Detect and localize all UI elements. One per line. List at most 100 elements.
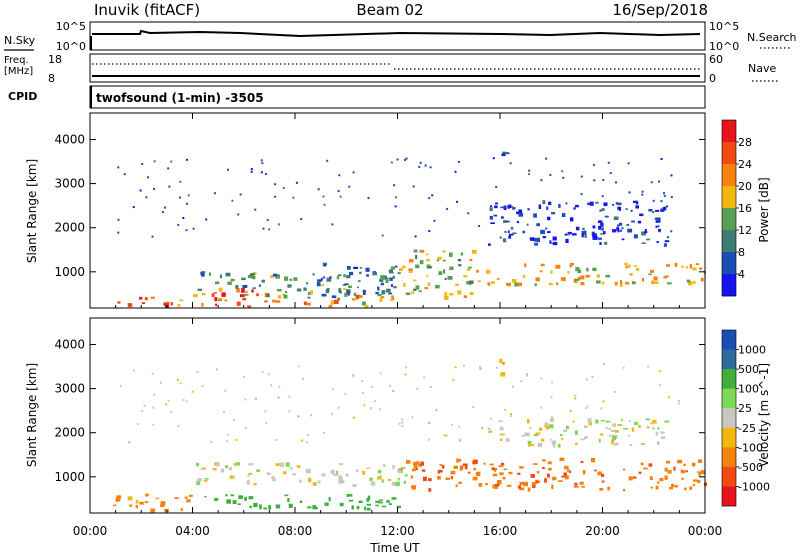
velocity-cell (566, 469, 570, 472)
velocity-cell (391, 497, 397, 500)
velocity-speck (401, 421, 404, 424)
velocity-speck (119, 384, 122, 387)
power-cell (244, 293, 247, 296)
power-cell (599, 242, 602, 245)
nsky-tick-top: 10^5 (56, 20, 86, 33)
velocity-cell (346, 494, 349, 497)
power-cell (356, 295, 360, 299)
velocity-cell (197, 478, 202, 482)
power-cell (399, 268, 403, 271)
power-cell (337, 297, 341, 301)
velocity-speck (361, 380, 364, 383)
velocity-cell (253, 502, 258, 508)
power-y-label: Slant Range [km] (25, 159, 39, 263)
velocity-speck (210, 441, 213, 443)
power-cell (624, 262, 628, 265)
power-cell (516, 221, 519, 223)
velocity-cell (129, 504, 133, 507)
power-cell (540, 263, 545, 267)
power-cell (469, 258, 473, 261)
power-cell (598, 225, 602, 230)
velocity-cell (367, 495, 371, 500)
velocity-cell (580, 438, 586, 441)
power-cell (241, 277, 246, 281)
velocity-colorbar-swatch (722, 447, 736, 468)
power-speck (323, 203, 326, 206)
power-cell (489, 215, 493, 220)
velocity-speck (574, 394, 577, 397)
power-speck (185, 202, 188, 205)
power-cell (359, 267, 363, 269)
power-cell (388, 269, 394, 273)
velocity-cell (312, 482, 317, 486)
velocity-cell (305, 469, 310, 472)
power-cell (584, 233, 587, 238)
velocity-cell (214, 498, 219, 501)
power-speck (561, 170, 564, 173)
x-tick-label: 08:00 (278, 524, 313, 538)
power-cell (348, 271, 354, 276)
power-speck (367, 196, 370, 199)
velocity-speck (500, 433, 503, 436)
power-cell (663, 275, 666, 279)
velocity-speck (244, 398, 247, 401)
velocity-colorbar-tick-label: 100 (738, 383, 759, 396)
power-speck (338, 174, 341, 177)
power-cell (356, 286, 359, 289)
velocity-cell (312, 505, 316, 510)
velocity-cell (583, 425, 588, 428)
power-speck (568, 233, 571, 236)
power-cell (359, 271, 362, 274)
velocity-speck (379, 408, 381, 411)
power-cell (538, 204, 542, 209)
nave-tick-top: 60 (709, 53, 723, 66)
power-cell (565, 238, 569, 243)
power-cell (419, 249, 425, 253)
freq-tick-bottom: 8 (48, 72, 55, 85)
power-cell (217, 298, 223, 302)
power-cell (275, 274, 280, 279)
velocity-speck (652, 427, 655, 430)
power-speck (168, 185, 171, 188)
velocity-cell (612, 423, 617, 427)
velocity-speck (224, 389, 227, 392)
power-cell (361, 301, 366, 306)
power-cell (346, 275, 351, 279)
velocity-speck (233, 419, 235, 422)
power-cell (653, 276, 658, 281)
power-cell (353, 292, 357, 297)
velocity-speck (196, 371, 199, 374)
power-cell (426, 275, 429, 277)
power-cell (587, 202, 592, 205)
velocity-speck (520, 380, 522, 383)
power-cell (569, 263, 572, 268)
velocity-cell (412, 468, 416, 472)
velocity-speck (561, 438, 564, 441)
power-speck (266, 219, 269, 222)
velocity-cell (200, 468, 204, 470)
power-cell (240, 291, 245, 293)
power-cell (509, 204, 512, 208)
velocity-cell (547, 461, 552, 465)
power-cell (469, 291, 474, 296)
power-speck (428, 197, 431, 200)
freq-tick-top: 18 (48, 53, 62, 66)
velocity-speck (297, 415, 300, 418)
power-cell (601, 227, 604, 231)
velocity-cell (552, 443, 556, 448)
power-speck (666, 205, 668, 208)
velocity-speck (667, 396, 670, 399)
power-cell (379, 278, 384, 282)
velocity-cell (287, 498, 290, 503)
velocity-speck (454, 366, 457, 369)
velocity-cell (450, 476, 453, 480)
power-speck (526, 223, 529, 226)
velocity-cell (640, 443, 645, 445)
power-cell (598, 220, 603, 223)
velocity-cell (457, 458, 462, 462)
velocity-cell (697, 459, 702, 463)
velocity-cell (116, 495, 122, 499)
power-cell (201, 302, 204, 307)
power-cell (537, 237, 540, 243)
